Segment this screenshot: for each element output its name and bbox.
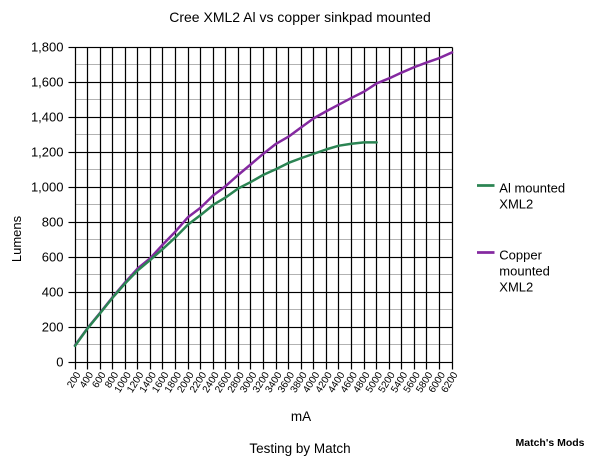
svg-text:mounted: mounted (499, 264, 550, 279)
svg-text:1,200: 1,200 (31, 145, 64, 160)
svg-text:600: 600 (42, 250, 64, 265)
svg-text:Testing by Match: Testing by Match (249, 441, 350, 456)
svg-text:1,000: 1,000 (31, 180, 64, 195)
svg-text:0: 0 (56, 355, 63, 370)
svg-text:1,400: 1,400 (31, 110, 64, 125)
svg-text:1,800: 1,800 (31, 40, 64, 55)
svg-text:400: 400 (42, 285, 64, 300)
svg-text:mA: mA (291, 409, 311, 424)
svg-text:200: 200 (42, 320, 64, 335)
svg-text:Copper: Copper (499, 248, 542, 263)
svg-text:1,600: 1,600 (31, 75, 64, 90)
svg-text:Al mounted: Al mounted (499, 181, 565, 196)
svg-text:Lumens: Lumens (9, 215, 24, 262)
svg-text:XML2: XML2 (499, 197, 533, 212)
svg-text:800: 800 (42, 215, 64, 230)
svg-text:Cree XML2 Al vs copper sinkpad: Cree XML2 Al vs copper sinkpad mounted (169, 9, 430, 25)
svg-text:Match's Mods: Match's Mods (515, 437, 584, 449)
svg-text:XML2: XML2 (499, 280, 533, 295)
